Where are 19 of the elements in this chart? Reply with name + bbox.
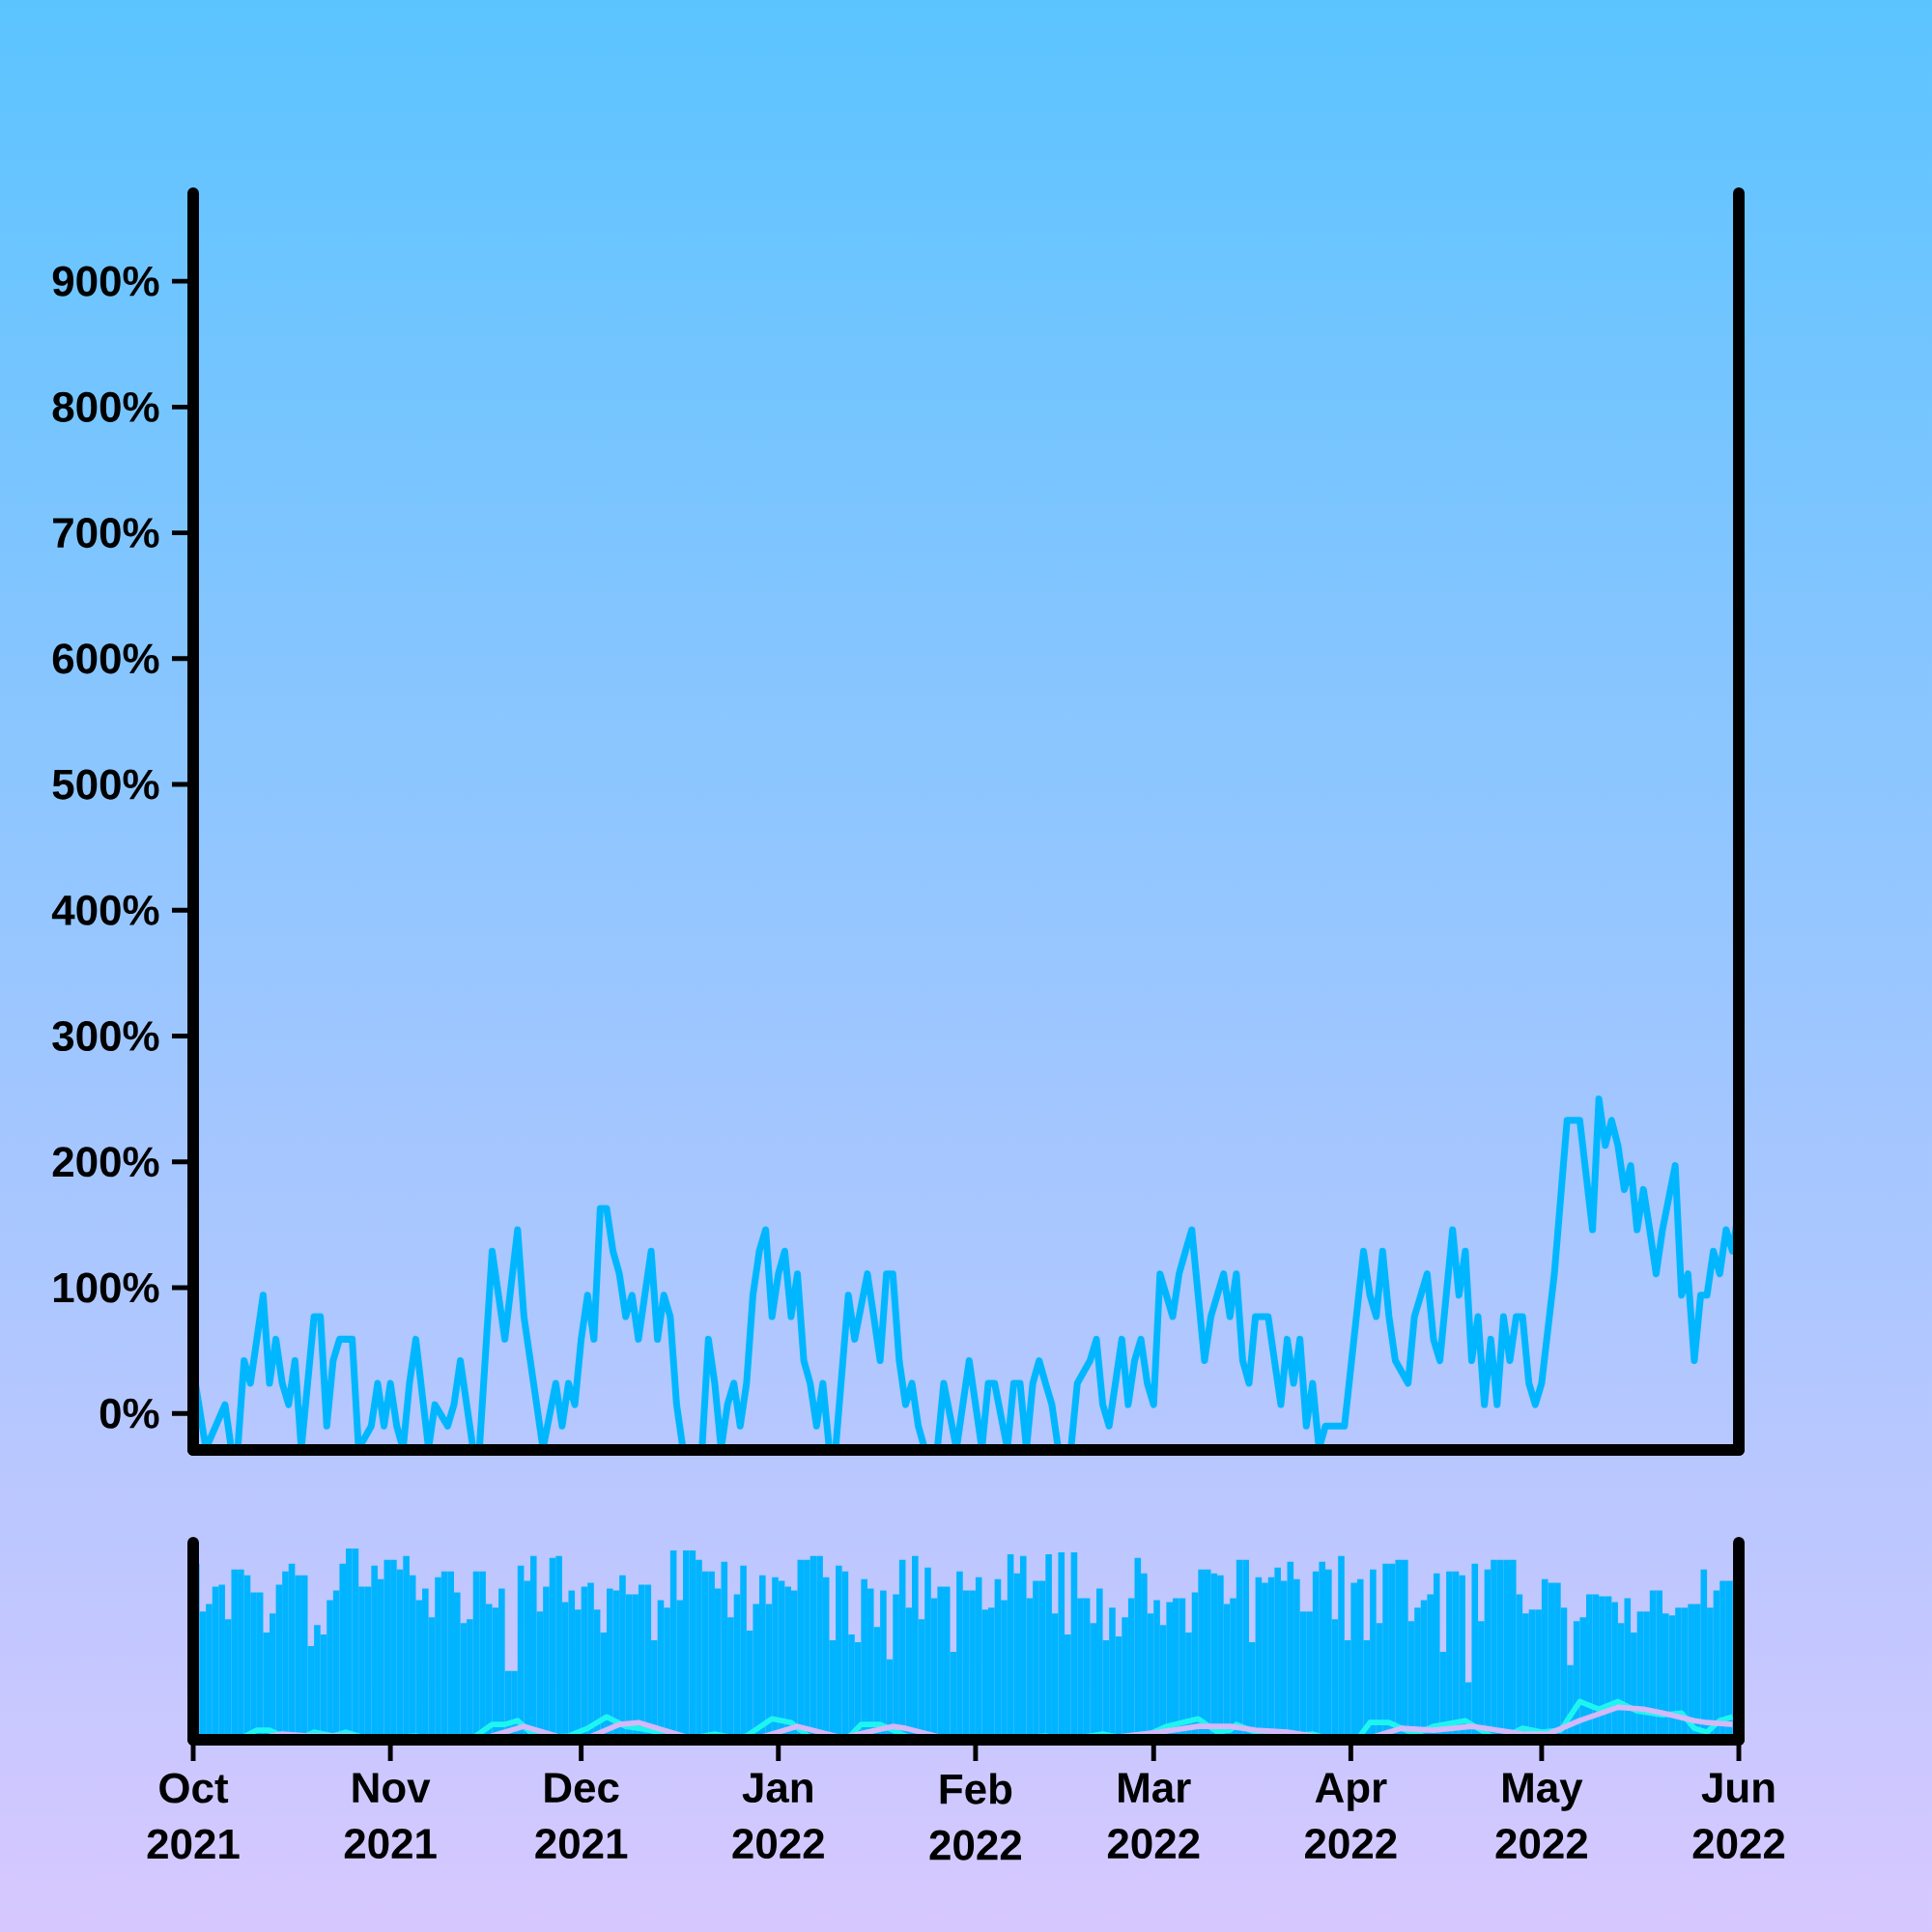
y-tick-label: 800% — [52, 391, 159, 422]
y-tick-label: 400% — [51, 895, 159, 925]
x-tick-label: Nov 2021 — [344, 1773, 437, 1860]
x-tick-label: Jun 2022 — [1692, 1773, 1785, 1860]
y-tick-label: 0% — [99, 1398, 159, 1429]
x-tick-label: May 2022 — [1495, 1773, 1587, 1860]
y-tick-label: 500% — [52, 769, 159, 800]
x-tick-label: Dec 2021 — [535, 1773, 628, 1860]
x-tick-label: Oct 2021 — [147, 1773, 240, 1860]
x-tick-label: Mar 2022 — [1107, 1773, 1200, 1860]
x-tick-label: Jan 2022 — [732, 1773, 824, 1860]
x-tick-label: Feb 2022 — [929, 1773, 1021, 1861]
y-tick-label: 900% — [52, 266, 159, 297]
y-tick-label: 100% — [53, 1272, 159, 1303]
y-tick-label: 300% — [52, 1020, 159, 1052]
y-tick-label: 600% — [52, 643, 159, 674]
y-tick-label: 200% — [52, 1147, 159, 1178]
x-tick-label: Apr 2022 — [1305, 1773, 1397, 1860]
y-tick-label: 700% — [53, 518, 159, 549]
